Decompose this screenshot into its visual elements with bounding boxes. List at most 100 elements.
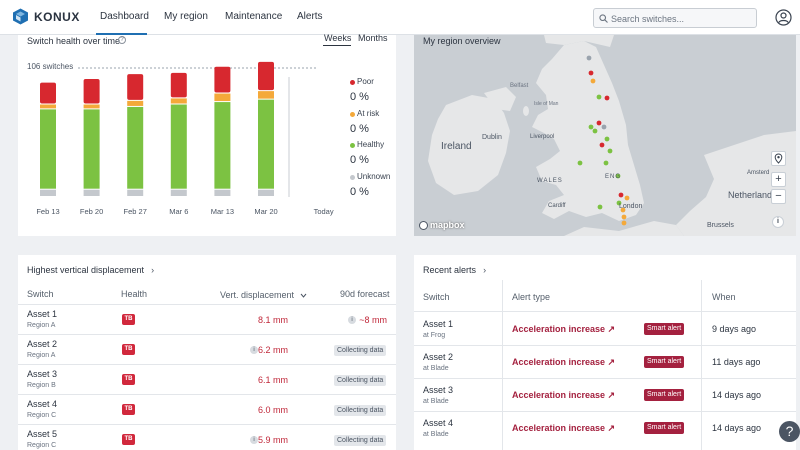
switch-name: Asset 2 <box>27 339 58 349</box>
displacement-info-icon[interactable]: i <box>250 346 258 354</box>
column-divider <box>701 280 702 450</box>
months-toggle[interactable]: Months <box>358 33 388 43</box>
konux-logo-icon <box>13 8 28 25</box>
mapbox-logo-icon <box>419 220 428 230</box>
bar-poor[interactable] <box>83 78 100 104</box>
asset-marker[interactable] <box>615 173 621 179</box>
bar-poor[interactable] <box>127 74 144 100</box>
asset-marker[interactable] <box>624 195 630 201</box>
asset-marker[interactable] <box>620 207 626 213</box>
asset-marker[interactable] <box>599 142 605 148</box>
health-chart: Feb 13 Feb 20 Feb 27 Mar 6 Mar 13 Mar 20 Today <box>36 61 334 216</box>
asset-marker[interactable] <box>618 192 624 198</box>
displacement-value: 6.0 mm <box>257 405 288 415</box>
forecast-badge: Collecting data <box>334 345 387 356</box>
recent-alerts-card: Recent alerts › Switch Alert type When A… <box>414 255 796 450</box>
tab-my-region[interactable]: My region <box>164 11 208 22</box>
bar-at-risk[interactable] <box>170 98 187 104</box>
bar-unknown[interactable] <box>40 189 56 196</box>
smart-alert-badge: Smart alert <box>644 389 685 401</box>
help-button[interactable]: ? <box>779 421 800 442</box>
legend-unknown-label: Unknown <box>357 172 391 181</box>
zoom-in-button[interactable]: + <box>771 172 786 187</box>
asset-marker[interactable] <box>597 204 603 210</box>
col-when: When <box>712 292 736 302</box>
bar-at-risk[interactable] <box>258 91 274 99</box>
bar-poor[interactable] <box>214 66 231 93</box>
bar-at-risk[interactable] <box>127 100 144 106</box>
locate-button[interactable] <box>771 151 786 166</box>
bar-healthy[interactable] <box>40 109 56 189</box>
asset-marker[interactable] <box>592 128 598 134</box>
asset-marker[interactable] <box>588 70 594 76</box>
tab-dashboard[interactable]: Dashboard <box>100 11 149 22</box>
brand-logo[interactable]: KONUX <box>12 8 80 25</box>
bar-healthy[interactable] <box>127 106 144 189</box>
asset-marker[interactable] <box>604 95 610 101</box>
asset-marker[interactable] <box>604 136 610 142</box>
user-account-icon[interactable] <box>775 9 792 26</box>
bar-at-risk[interactable] <box>83 104 100 109</box>
col-vert-displacement[interactable]: Vert. displacement <box>220 289 307 301</box>
asset-marker[interactable] <box>607 148 613 154</box>
asset-marker[interactable] <box>577 160 583 166</box>
asset-marker[interactable] <box>596 94 602 100</box>
asset-marker[interactable] <box>601 124 607 130</box>
col-health: Health <box>121 289 148 299</box>
bar-unknown[interactable] <box>170 189 187 196</box>
card-title: Highest vertical displacement <box>27 265 145 275</box>
asset-marker[interactable] <box>616 200 622 206</box>
bar-poor[interactable] <box>40 82 56 104</box>
weeks-toggle[interactable]: Weeks <box>324 33 352 43</box>
weeks-underline <box>323 45 351 46</box>
bar-at-risk[interactable] <box>40 104 56 109</box>
recent-alerts-title-link[interactable]: Recent alerts › <box>423 264 486 276</box>
switch-location: at Frog <box>423 332 446 339</box>
tab-maintenance[interactable]: Maintenance <box>225 11 283 22</box>
alert-type-link[interactable]: Acceleration increase ↗ <box>512 390 616 400</box>
map-label-eng: ENG <box>605 174 622 180</box>
bar-healthy[interactable] <box>170 104 187 189</box>
bar-unknown[interactable] <box>214 189 231 196</box>
health-tb-icon: TB <box>122 344 135 355</box>
bar-healthy[interactable] <box>214 102 231 189</box>
bar-unknown[interactable] <box>127 189 144 196</box>
bar-at-risk[interactable] <box>214 93 231 102</box>
map-label-isle-of-man: Isle of Man <box>534 101 559 107</box>
bar-healthy[interactable] <box>83 109 100 189</box>
displacement-title-link[interactable]: Highest vertical displacement › <box>27 264 154 276</box>
forecast-info-icon[interactable]: i <box>348 316 356 324</box>
displacement-value: 6.2 mm <box>257 345 288 355</box>
asset-marker[interactable] <box>588 124 594 130</box>
switch-location: at Blade <box>423 365 449 372</box>
x-tick-label: Mar 6 <box>169 207 188 216</box>
displacement-value: 6.1 mm <box>257 375 288 385</box>
asset-marker[interactable] <box>621 220 627 226</box>
map-label-dublin: Dublin <box>482 134 502 141</box>
region-map-card[interactable]: Ireland Dublin Liverpool WALES Cardiff E… <box>414 35 796 236</box>
bar-poor[interactable] <box>258 61 274 91</box>
search-input[interactable] <box>611 11 753 26</box>
bar-unknown[interactable] <box>258 189 274 196</box>
mapbox-attribution: mapbox <box>419 220 465 230</box>
asset-marker[interactable] <box>596 120 602 126</box>
asset-marker[interactable] <box>586 55 592 61</box>
zoom-out-button[interactable]: − <box>771 189 786 204</box>
bar-healthy[interactable] <box>258 99 274 189</box>
alert-type-link[interactable]: Acceleration increase ↗ <box>512 423 616 433</box>
alert-type-link[interactable]: Acceleration increase ↗ <box>512 357 616 367</box>
bar-unknown[interactable] <box>83 189 100 196</box>
search-box[interactable] <box>593 8 757 28</box>
bar-poor[interactable] <box>170 72 187 98</box>
asset-marker[interactable] <box>621 214 627 220</box>
asset-markers[interactable] <box>414 35 796 236</box>
map-info-button[interactable]: i <box>772 216 784 228</box>
alert-type-link[interactable]: Acceleration increase ↗ <box>512 324 616 334</box>
asset-marker[interactable] <box>603 160 609 166</box>
help-icon[interactable]: ? <box>118 36 126 44</box>
tab-alerts[interactable]: Alerts <box>297 11 323 22</box>
asset-marker[interactable] <box>590 78 596 84</box>
search-icon <box>599 14 608 23</box>
displacement-info-icon[interactable]: i <box>250 436 258 444</box>
sort-desc-icon <box>300 293 307 298</box>
